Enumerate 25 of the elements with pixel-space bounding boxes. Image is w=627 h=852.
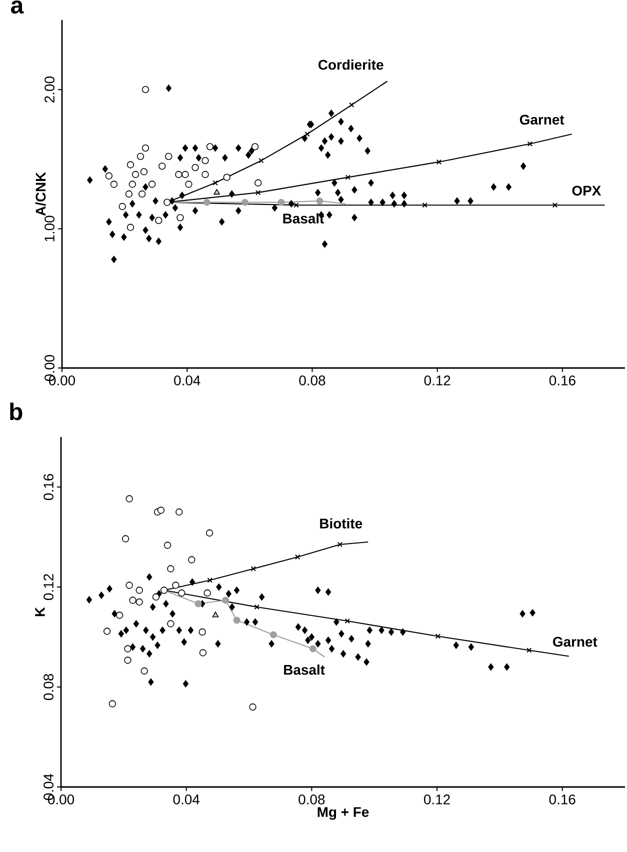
x-tick-label: 0.16 bbox=[549, 376, 576, 386]
series-label: Cordierite bbox=[318, 59, 384, 70]
chart-title: a bbox=[11, 0, 24, 14]
y-tick-label: 0.12 bbox=[44, 574, 54, 600]
x-tick-label: 0.04 bbox=[173, 794, 200, 804]
x-axis-title: Mg + Fe bbox=[318, 807, 369, 820]
x-tick-label: 0.12 bbox=[424, 794, 450, 804]
y-tick-label: 0.16 bbox=[44, 474, 54, 500]
y-axis-title: K bbox=[35, 607, 45, 616]
y-tick-label: 1.00 bbox=[44, 216, 54, 242]
chart-title: b bbox=[10, 402, 22, 420]
series-label: Garnet bbox=[520, 114, 564, 125]
series-label: Garnet bbox=[553, 636, 598, 647]
series-label: Basalt bbox=[283, 213, 324, 224]
y-tick-label: 2.00 bbox=[44, 76, 54, 102]
series-label: Basalt bbox=[284, 664, 325, 675]
x-tick-label: 0.12 bbox=[424, 376, 450, 386]
series-label: Biotite bbox=[320, 518, 362, 528]
x-tick-label: 0.08 bbox=[298, 794, 325, 804]
x-tick-label: 0.04 bbox=[174, 376, 200, 386]
series-label: OPX bbox=[572, 186, 602, 196]
x-tick-label: 0.08 bbox=[299, 376, 326, 386]
x-tick-label: 0.16 bbox=[549, 794, 576, 804]
y-axis-title: A/CNK bbox=[35, 172, 46, 216]
y-tick-label: 0.08 bbox=[44, 674, 54, 700]
